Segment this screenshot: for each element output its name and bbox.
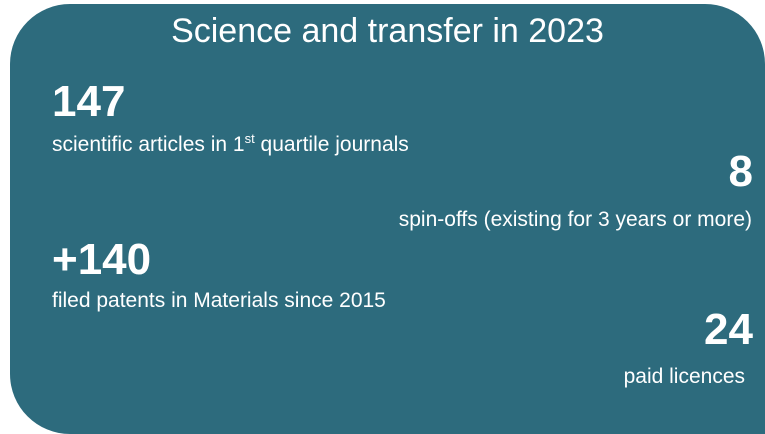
stat-label: paid licences <box>623 365 745 388</box>
stat-value: +140 <box>52 235 152 284</box>
label-text: quartile journals <box>254 133 409 156</box>
label-text: scientific articles in 1 <box>52 133 245 156</box>
stat-label: spin-offs (existing for 3 years or more) <box>398 208 752 231</box>
stat-label: scientific articles in 1st quartile jour… <box>52 131 409 156</box>
title: Science and transfer in 2023 <box>171 12 604 50</box>
label-superscript: st <box>244 131 255 146</box>
stat-value: 24 <box>704 305 753 354</box>
stat-value: 147 <box>52 77 126 126</box>
stat-value: 8 <box>728 147 753 196</box>
stat-label: filed patents in Materials since 2015 <box>52 289 386 312</box>
stats-card: Science and transfer in 2023 147 scienti… <box>10 4 765 434</box>
